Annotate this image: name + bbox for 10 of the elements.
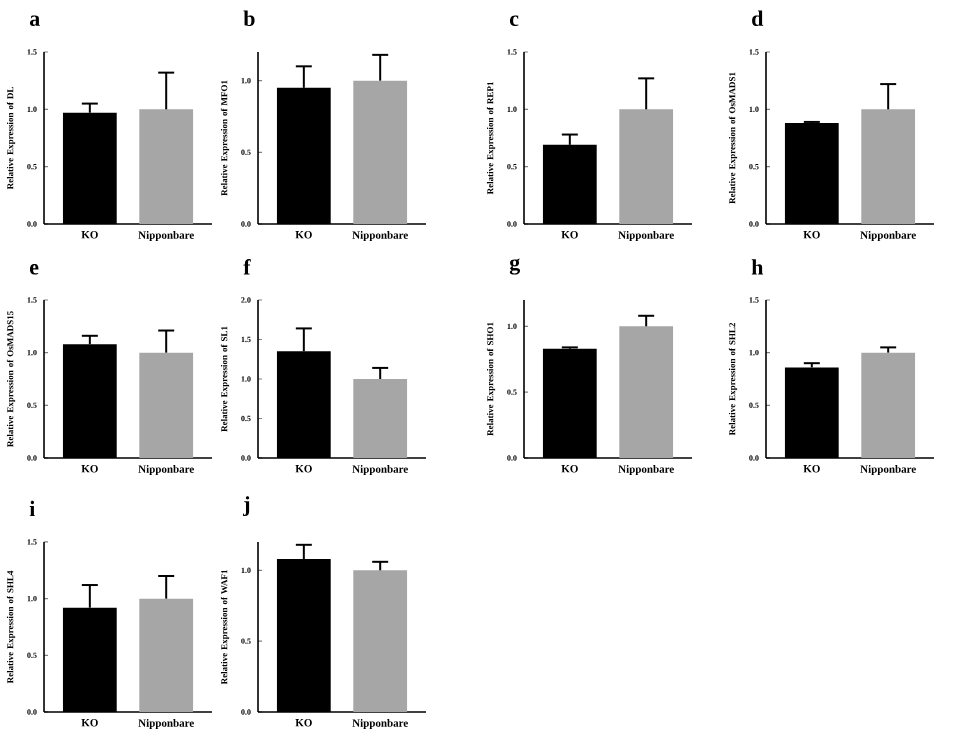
chart-title: h	[751, 259, 764, 275]
chart-title: e	[29, 264, 39, 275]
chart-title: a	[29, 15, 40, 27]
chart-title: j	[243, 496, 250, 517]
chart-title: g	[509, 258, 521, 275]
chart-title: f	[243, 259, 251, 275]
chart-title: b	[243, 10, 255, 27]
chart-title: d	[752, 10, 764, 27]
chart-title: c	[509, 15, 519, 27]
chart-title: i	[29, 500, 36, 517]
